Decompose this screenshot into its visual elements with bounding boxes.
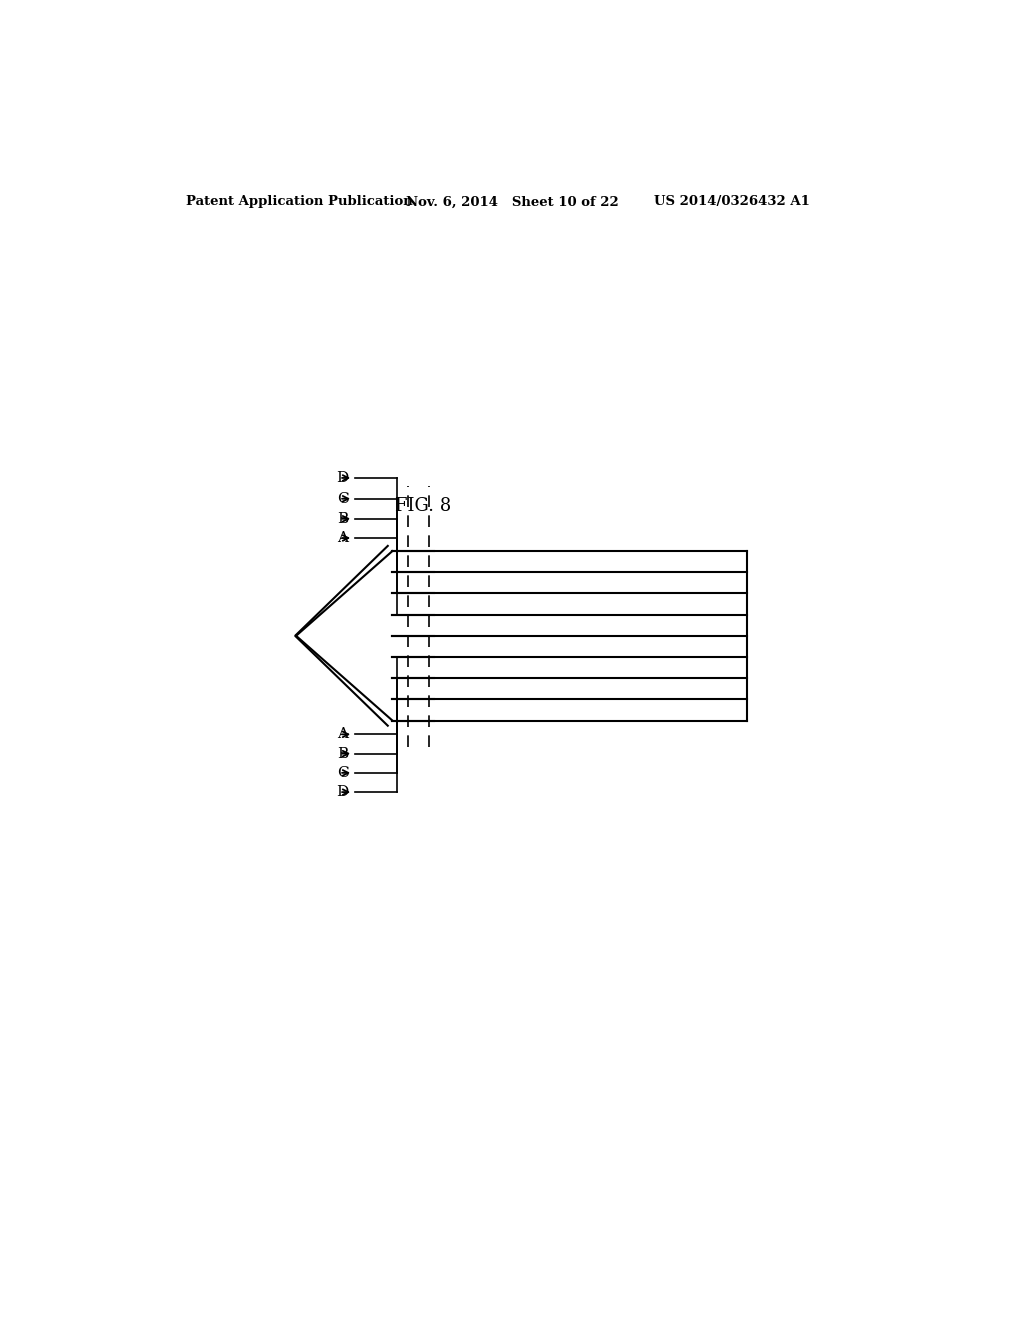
Text: Nov. 6, 2014   Sheet 10 of 22: Nov. 6, 2014 Sheet 10 of 22 — [407, 195, 618, 209]
Text: B: B — [337, 747, 348, 760]
Text: Patent Application Publication: Patent Application Publication — [186, 195, 413, 209]
Text: D: D — [336, 785, 348, 799]
Text: C: C — [337, 766, 348, 780]
Text: D: D — [336, 471, 348, 484]
Text: C: C — [337, 492, 348, 506]
Text: B: B — [337, 512, 348, 525]
Text: A: A — [338, 727, 348, 742]
Text: US 2014/0326432 A1: US 2014/0326432 A1 — [654, 195, 810, 209]
Text: A: A — [338, 531, 348, 545]
Text: FIG. 8: FIG. 8 — [395, 498, 452, 515]
